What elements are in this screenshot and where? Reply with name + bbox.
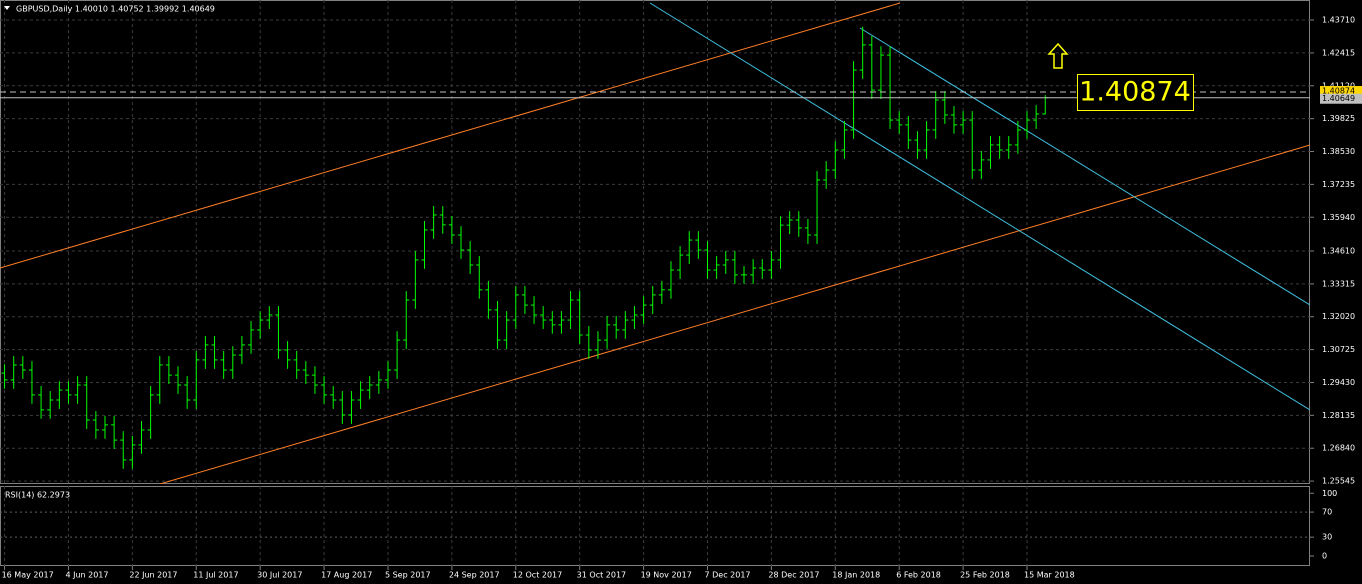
channel-upper: [0, 2, 901, 269]
y-tick-label: 100: [1322, 489, 1337, 498]
y-tick-label: 1.29430: [1322, 378, 1355, 387]
x-tick-label: 31 Oct 2017: [577, 571, 626, 580]
y-tick-label: 1.30725: [1322, 345, 1355, 354]
menu-arrow[interactable]: [4, 6, 10, 10]
y-tick-label: 1.43710: [1322, 16, 1355, 25]
down-channel-lower: [649, 2, 1310, 411]
up-arrow: [1047, 42, 1069, 69]
x-tick-label: 7 Dec 2017: [704, 571, 750, 580]
x-tick-label: 17 Aug 2017: [321, 571, 372, 580]
rsi-panel: [0, 486, 1310, 566]
y-tick-label: 1.35940: [1322, 213, 1355, 222]
x-tick-label: 25 Feb 2018: [960, 571, 1010, 580]
y-tick-label: 1.25545: [1322, 477, 1355, 486]
x-tick-label: 11 Jul 2017: [193, 571, 238, 580]
x-tick-label: 6 Feb 2018: [896, 571, 941, 580]
y-tick-label: 30: [1322, 533, 1332, 542]
x-tick-label: 19 Nov 2017: [641, 571, 692, 580]
price-tag: [1320, 93, 1362, 104]
channel-lower: [159, 144, 1310, 484]
x-tick-label: 24 Sep 2017: [449, 571, 500, 580]
down-channel-upper: [859, 27, 1310, 306]
y-tick-label: 1.32020: [1322, 312, 1355, 321]
x-tick-label: 18 Jan 2018: [832, 571, 880, 580]
price-panel: [0, 0, 1310, 484]
y-tick-label: 1.26840: [1322, 444, 1355, 453]
x-tick-label: 5 Sep 2017: [385, 571, 431, 580]
x-tick-label: 30 Jul 2017: [257, 571, 302, 580]
y-tick-label: 1.41120: [1322, 81, 1355, 90]
price-label-box: [1077, 74, 1194, 111]
x-tick-label: 28 Dec 2017: [768, 571, 819, 580]
y-tick-label: 1.39825: [1322, 114, 1355, 123]
chart-title: GBPUSD,Daily 1.40010 1.40752 1.39992 1.4…: [16, 5, 215, 14]
price-tag-label: 1.40874: [1322, 87, 1355, 96]
grid: [0, 0, 1310, 566]
y-tick-label: 1.34610: [1322, 247, 1355, 256]
price-label: 1.40874: [1079, 77, 1191, 108]
y-tick-label: 1.28135: [1322, 411, 1355, 420]
y-tick-label: 70: [1322, 508, 1332, 517]
price-tag-label: 1.40649: [1322, 94, 1355, 103]
x-tick-label: 12 Oct 2017: [513, 571, 562, 580]
rsi-title: RSI(14) 62.2973: [5, 491, 70, 500]
trend-lines: [0, 2, 1310, 484]
y-tick-label: 1.33315: [1322, 279, 1355, 288]
y-tick-label: 1.42415: [1322, 48, 1355, 57]
y-tick-label: 1.37235: [1322, 180, 1355, 189]
x-tick-label: 15 Mar 2018: [1024, 571, 1075, 580]
x-tick-label: 4 Jun 2017: [65, 571, 108, 580]
price-tag: [1320, 86, 1362, 97]
y-tick-label: 0: [1322, 551, 1327, 560]
x-tick-label: 22 Jun 2017: [129, 571, 177, 580]
y-tick-label: 1.38530: [1322, 147, 1355, 156]
x-tick-label: 16 May 2017: [2, 571, 54, 580]
